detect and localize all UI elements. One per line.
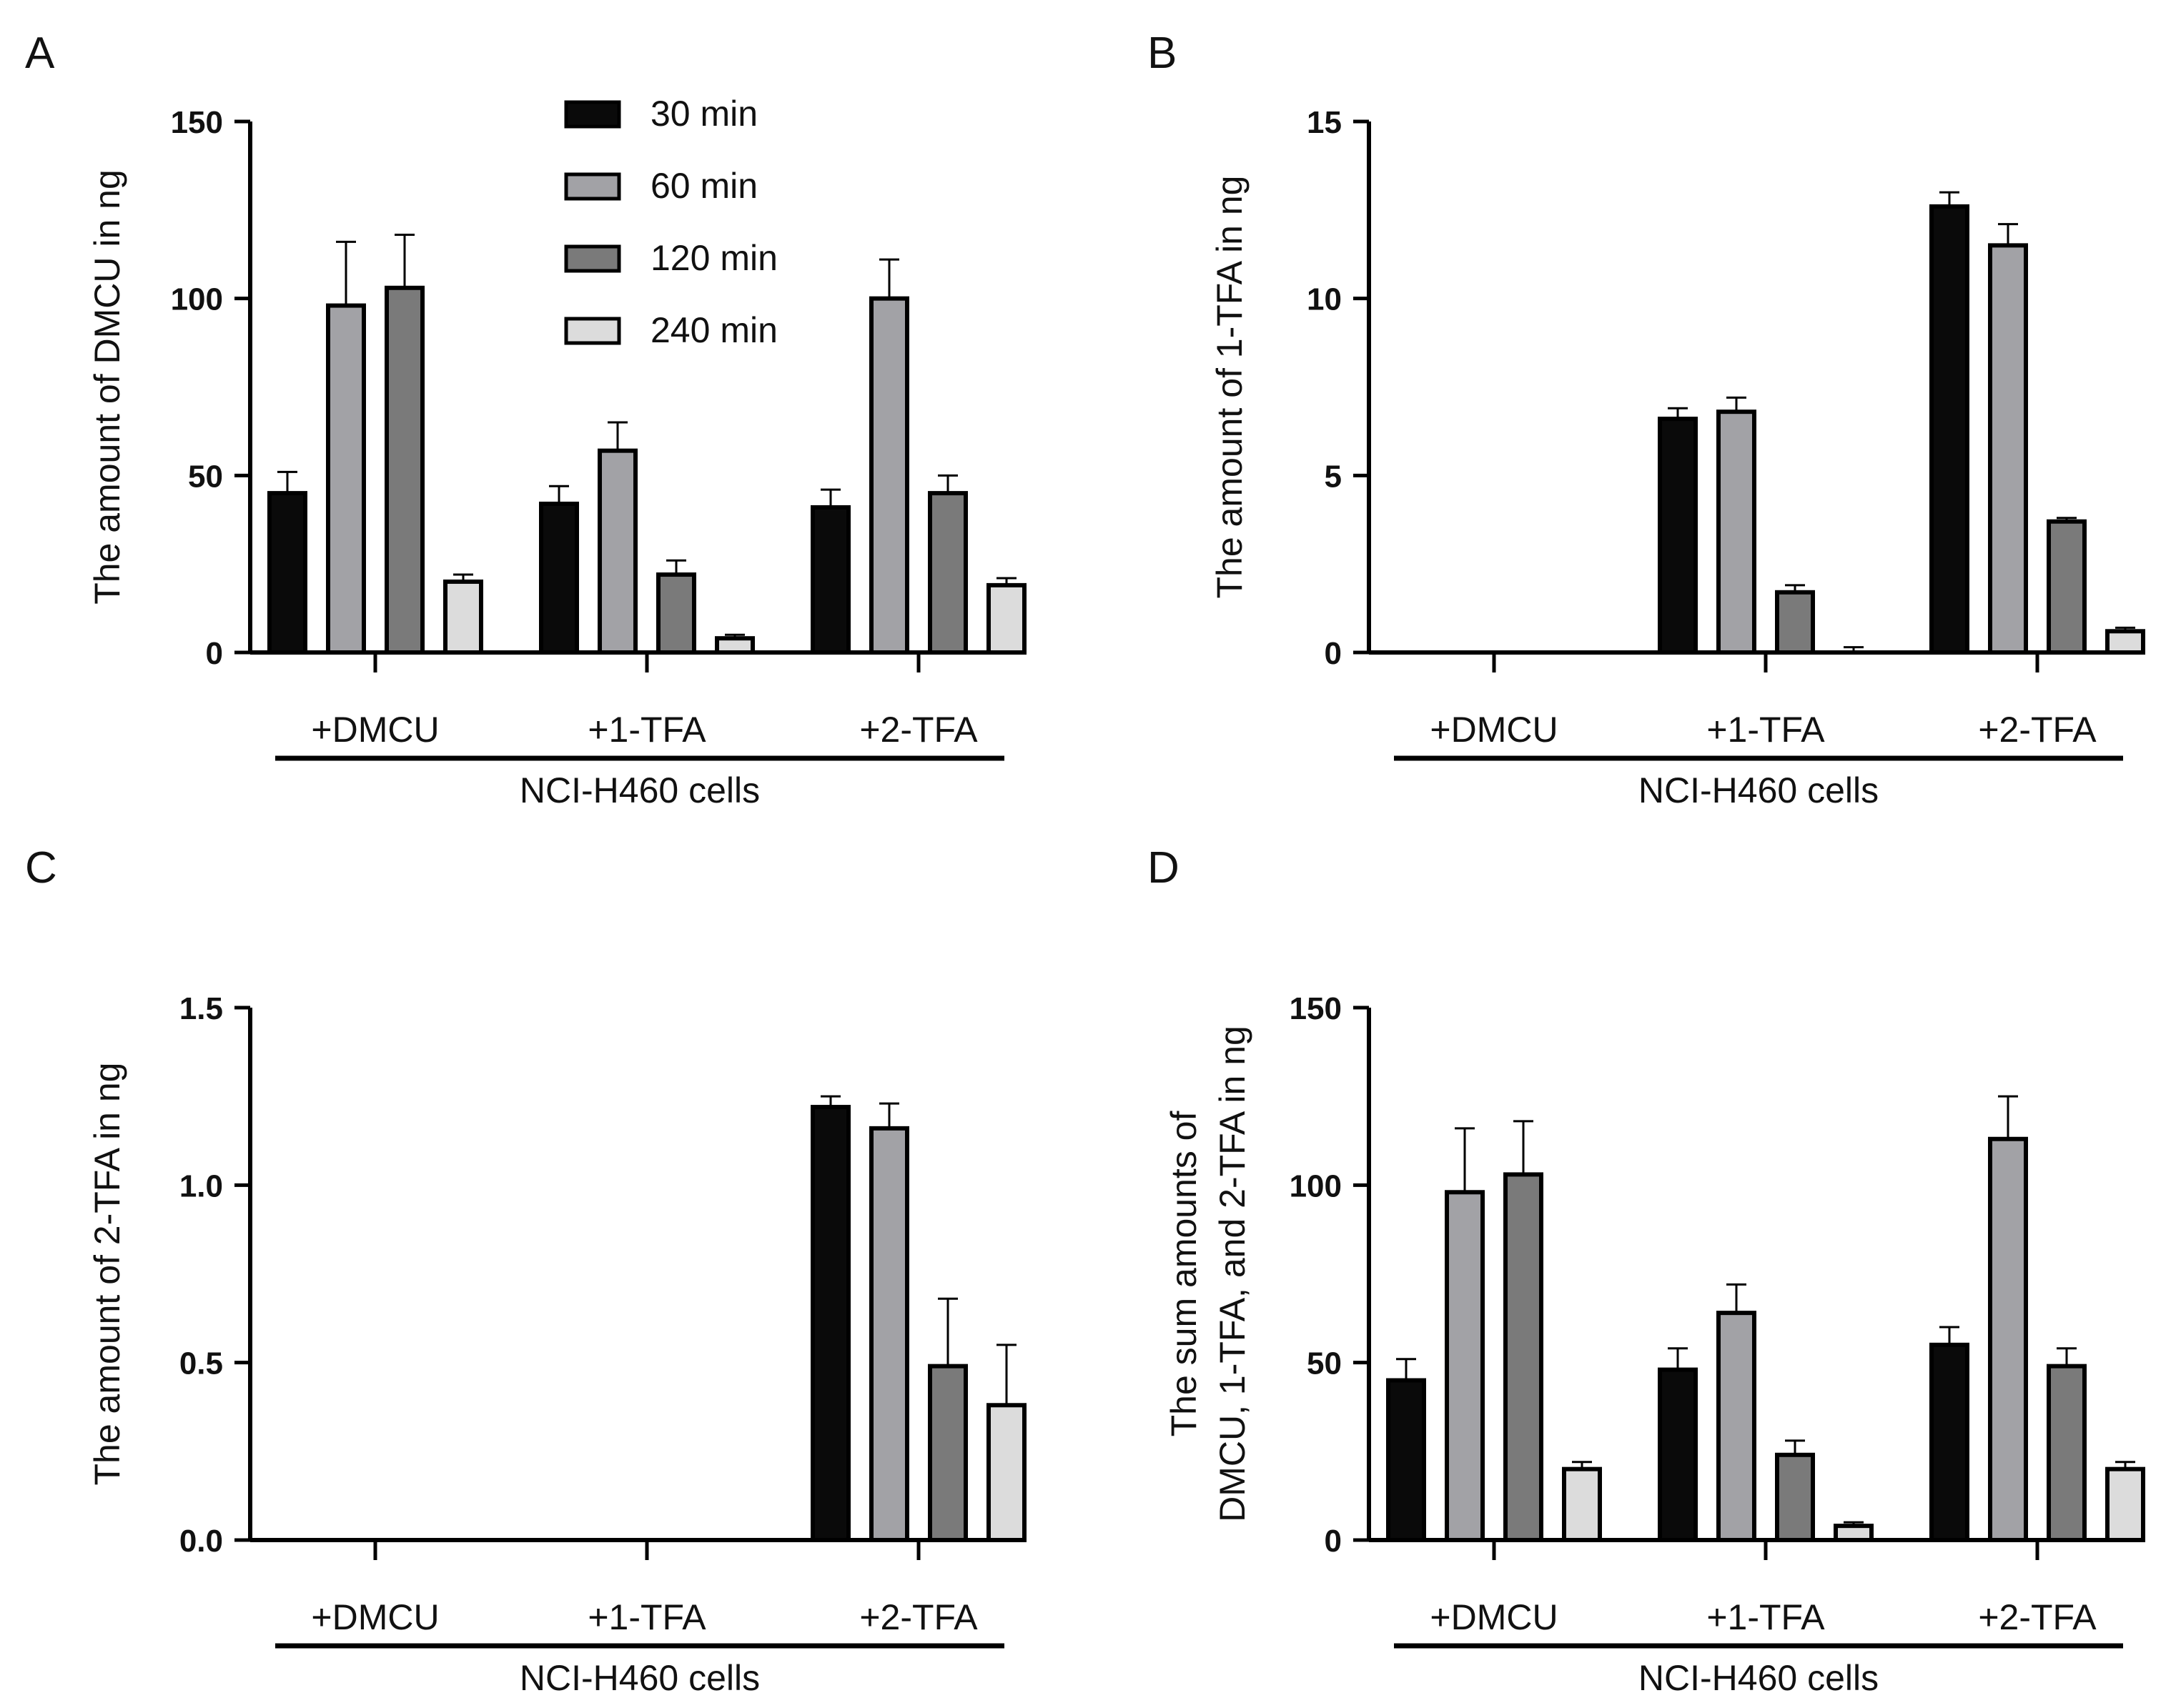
bar — [1716, 1311, 1756, 1542]
bar — [385, 285, 425, 655]
bar — [1503, 1172, 1543, 1543]
y-tick-label: 0.5 — [179, 1346, 223, 1381]
y-axis-label: The sum amounts of DMCU, 1-TFA, and 2-TFA… — [1164, 1026, 1252, 1522]
y-tick-label: 1.5 — [179, 991, 223, 1026]
bar — [2105, 629, 2145, 655]
y-axis-label-line: The amount of 1-TFA in ng — [1210, 176, 1250, 599]
bar — [443, 579, 483, 655]
bar — [326, 303, 366, 655]
bar — [928, 491, 968, 655]
panel-letter: D — [1147, 843, 1179, 893]
y-axis-label-line: The amount of DMCU in ng — [87, 169, 127, 605]
y-tick-label: 150 — [171, 105, 223, 140]
x-group-label: NCI-H460 cells — [1638, 770, 1879, 810]
bar — [1929, 204, 1969, 655]
y-tick-label: 5 — [1325, 459, 1342, 494]
bar — [2105, 1466, 2145, 1543]
x-category-label: +DMCU — [1430, 1597, 1558, 1637]
y-tick-label: 50 — [188, 459, 223, 494]
legend: 30 min 60 min 120 min 240 min — [564, 94, 778, 350]
legend-swatch — [564, 100, 621, 129]
x-category-label: +1-TFA — [588, 1597, 706, 1637]
bar — [1775, 1452, 1815, 1543]
y-axis-label-line: The amount of 2-TFA in ng — [87, 1063, 127, 1486]
bar — [1988, 243, 2028, 655]
x-category-label: +2-TFA — [1978, 710, 2097, 750]
x-category-label: +1-TFA — [1706, 710, 1825, 750]
x-category-label: +2-TFA — [859, 710, 978, 750]
bar — [869, 296, 909, 655]
panel-letter: C — [25, 843, 57, 893]
legend-label: 60 min — [651, 166, 758, 206]
panel-b: B 0 5 10 15 The amount of 1-TFA in ng +DMCU +1-… — [1147, 29, 2145, 810]
y-axis-label-line: The sum amounts of — [1164, 1111, 1204, 1437]
y-tick-label: 0 — [206, 636, 223, 671]
bar — [539, 501, 579, 655]
bar — [2047, 1364, 2087, 1542]
y-tick-label: 1.0 — [179, 1168, 223, 1203]
bar — [986, 1403, 1027, 1543]
panel-a: A 0 50 100 150 The amount of DMCU in ng +DMCU +… — [25, 29, 1027, 810]
bar — [1775, 590, 1815, 655]
y-axis-label-line: DMCU, 1-TFA, and 2-TFA in ng — [1212, 1026, 1252, 1522]
bar — [1386, 1378, 1426, 1542]
bar — [1658, 417, 1698, 655]
legend-label: 120 min — [651, 238, 778, 278]
x-category-label: +1-TFA — [588, 710, 706, 750]
bar — [656, 572, 696, 655]
bar — [598, 448, 638, 655]
panel-d: D 0 50 100 150 The sum amounts of DMCU, 1-TFA,… — [1147, 843, 2145, 1698]
x-group-label: NCI-H460 cells — [520, 770, 760, 810]
y-tick-label: 150 — [1290, 991, 1342, 1026]
legend-swatch — [564, 244, 621, 273]
panel-c: C 0.0 0.5 1.0 1.5 The amount of 2-TFA in ng +D… — [25, 843, 1027, 1698]
y-tick-label: 0.0 — [179, 1524, 223, 1559]
x-group-label: NCI-H460 cells — [1638, 1658, 1879, 1698]
bar — [1988, 1136, 2028, 1543]
panel-letter: A — [25, 29, 55, 78]
bar — [267, 491, 307, 655]
y-tick-label: 50 — [1307, 1346, 1342, 1381]
x-category-label: +DMCU — [311, 710, 439, 750]
y-tick-label: 10 — [1307, 282, 1342, 317]
panel-letter: B — [1147, 29, 1177, 78]
y-tick-label: 15 — [1307, 105, 1342, 140]
bar — [715, 636, 755, 655]
bar — [869, 1126, 909, 1543]
y-axis-label: The amount of DMCU in ng — [87, 169, 127, 605]
x-category-label: +DMCU — [1430, 710, 1558, 750]
bar — [986, 582, 1027, 655]
y-axis-label: The amount of 2-TFA in ng — [87, 1063, 127, 1486]
x-category-label: +1-TFA — [1706, 1597, 1825, 1637]
bar — [811, 1105, 851, 1542]
bar — [928, 1364, 968, 1542]
y-tick-label: 0 — [1325, 636, 1342, 671]
bar — [1834, 1524, 1874, 1542]
y-tick-label: 0 — [1325, 1524, 1342, 1559]
y-tick-label: 100 — [1290, 1168, 1342, 1203]
y-axis-label: The amount of 1-TFA in ng — [1210, 176, 1250, 599]
x-group-label: NCI-H460 cells — [520, 1658, 760, 1698]
bar — [1658, 1367, 1698, 1542]
x-category-label: +2-TFA — [1978, 1597, 2097, 1637]
legend-label: 240 min — [651, 310, 778, 350]
x-category-label: +2-TFA — [859, 1597, 978, 1637]
x-category-label: +DMCU — [311, 1597, 439, 1637]
bar — [1716, 409, 1756, 655]
legend-label: 30 min — [651, 94, 758, 134]
legend-swatch — [564, 317, 621, 345]
legend-swatch — [564, 172, 621, 201]
y-tick-label: 100 — [171, 282, 223, 317]
bar — [2047, 519, 2087, 655]
bar — [811, 505, 851, 655]
bar — [1445, 1190, 1485, 1543]
bar — [1929, 1342, 1969, 1543]
bar — [1562, 1466, 1602, 1543]
